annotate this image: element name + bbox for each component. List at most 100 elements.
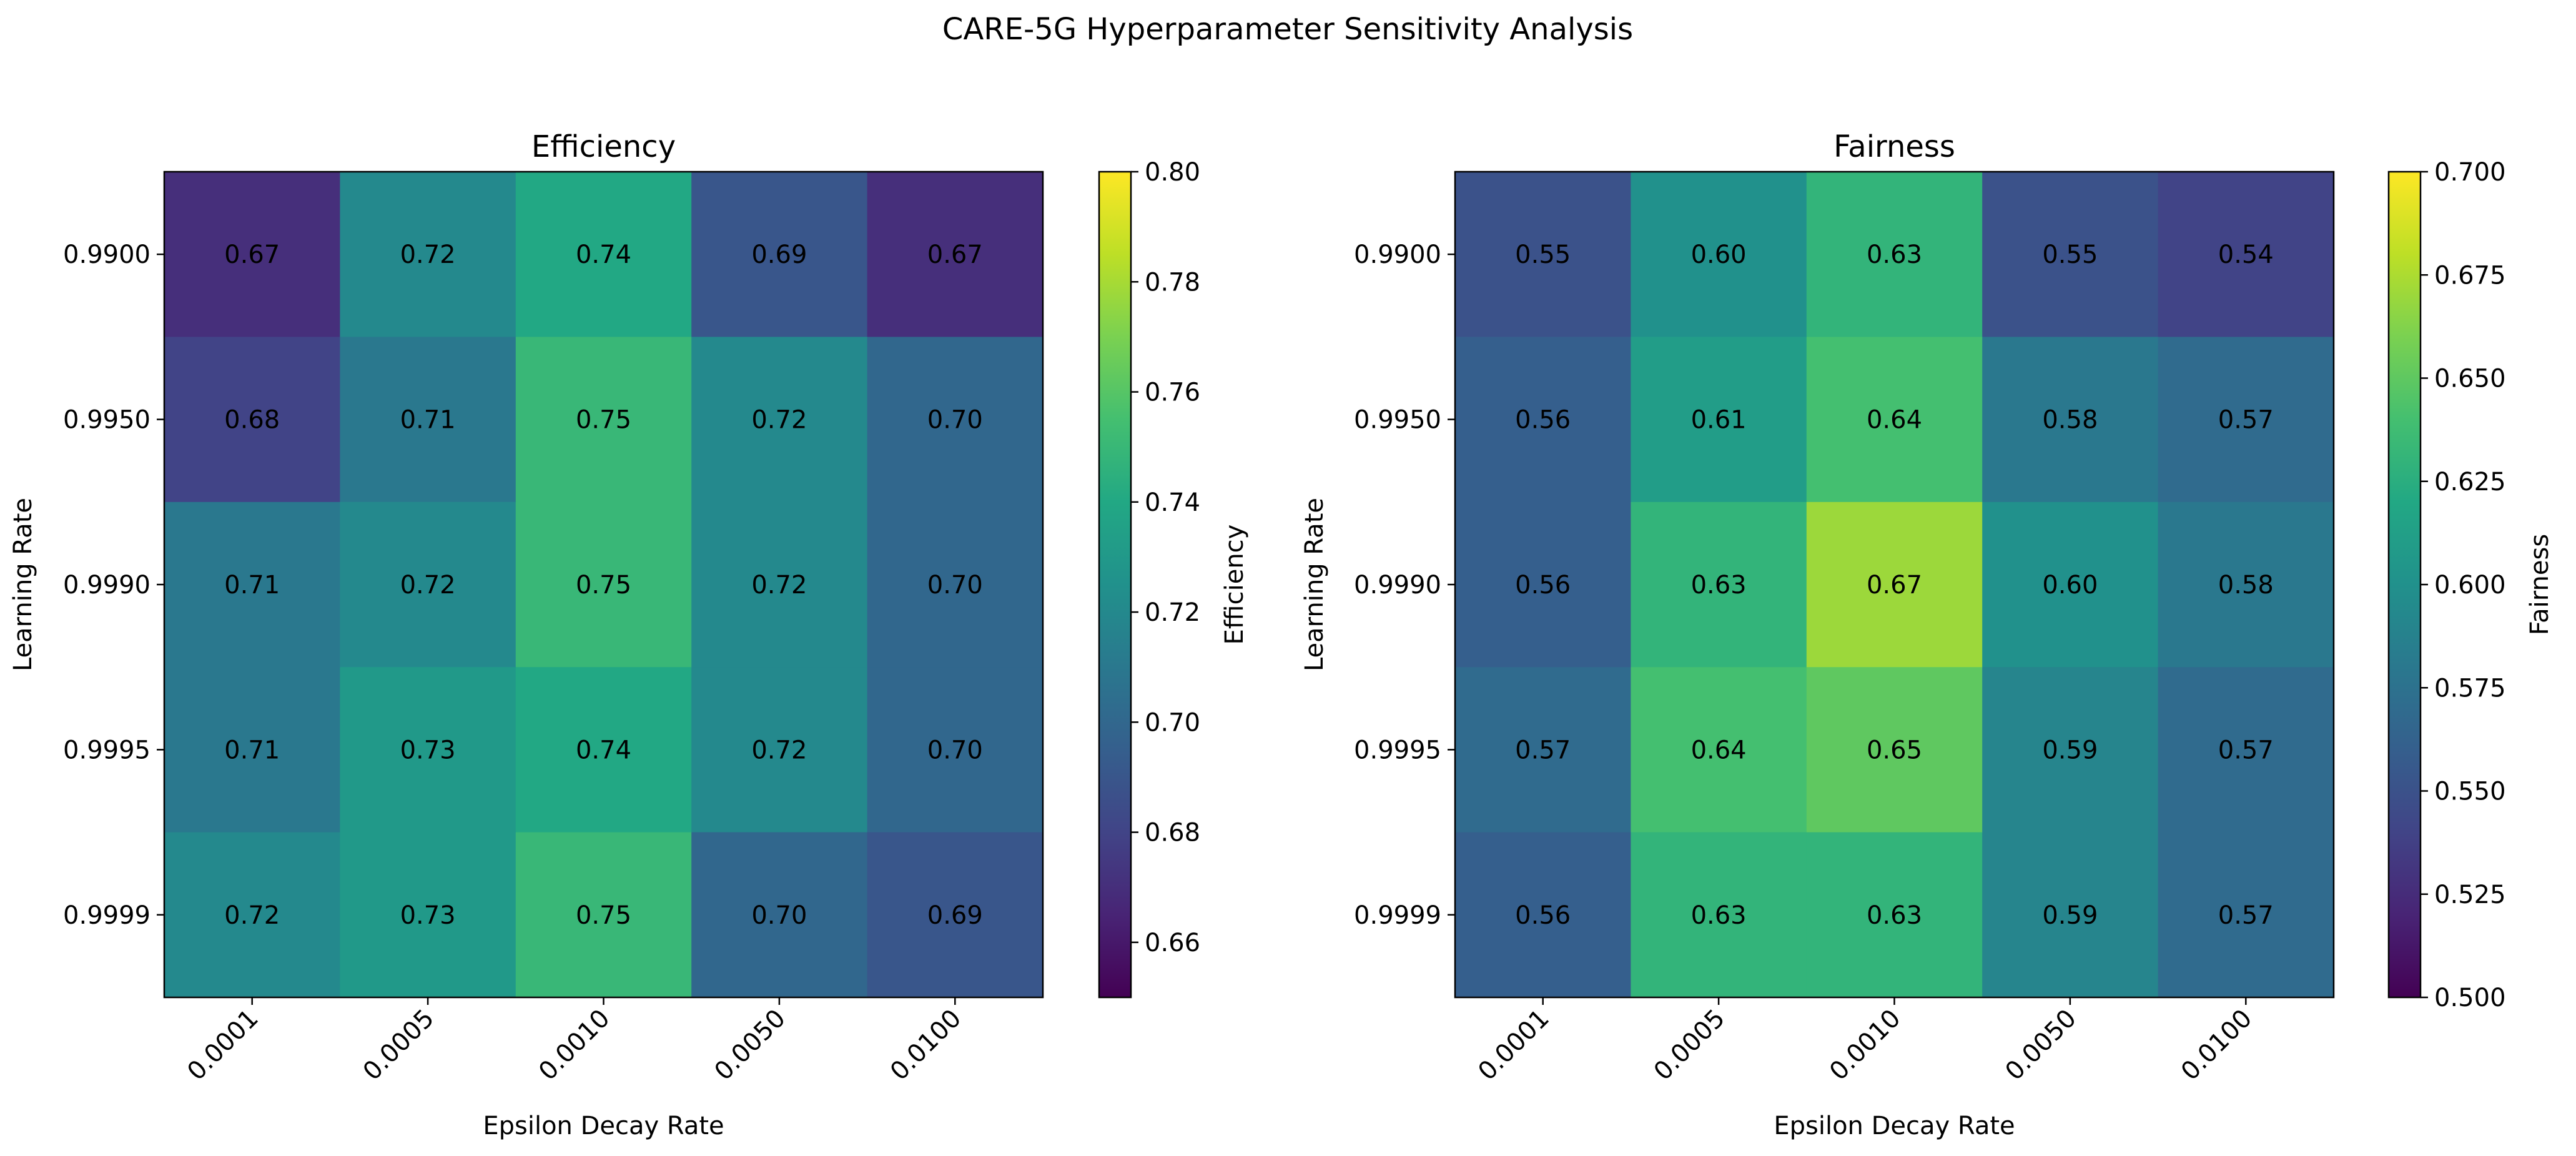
cell-value-label: 0.56 [1515, 406, 1571, 435]
heatmap-cell [691, 172, 868, 337]
cell-value-label: 0.75 [576, 406, 631, 435]
heatmap-cell [340, 501, 516, 668]
cell-value-label: 0.72 [751, 571, 807, 600]
heatmap-cell [164, 172, 340, 337]
heatmap-cell [1631, 501, 1807, 668]
cell-value-label: 0.68 [224, 406, 280, 435]
heatmap-cell [1631, 337, 1807, 503]
heatmap-cell [164, 667, 340, 833]
panel-title: Fairness [1833, 129, 1955, 164]
cell-value-label: 0.57 [2218, 406, 2274, 435]
cell-value-label: 0.59 [2042, 736, 2098, 764]
heatmap-cell [2158, 172, 2334, 337]
colorbar-tick-label: 0.80 [1145, 158, 1200, 187]
heatmap-cell [515, 832, 692, 998]
heatmap-panel-2 [1454, 170, 2335, 999]
x-tick-label: 0.0100 [2176, 1004, 2258, 1086]
heatmap-cell [515, 172, 692, 337]
y-tick-label: 0.9995 [1354, 736, 1441, 764]
cell-value-label: 0.69 [927, 901, 983, 930]
colorbar-tick-label: 0.675 [2434, 261, 2506, 290]
y-axis-label: Learning Rate [9, 498, 37, 671]
cell-value-label: 0.72 [751, 406, 807, 435]
heatmap-cell [1806, 337, 1983, 503]
cell-value-label: 0.60 [2042, 571, 2098, 600]
cell-value-label: 0.74 [576, 736, 631, 764]
colorbar-tick-label: 0.700 [2434, 158, 2506, 187]
cell-value-label: 0.64 [1691, 736, 1747, 764]
colorbar-tick-label: 0.625 [2434, 468, 2506, 496]
heatmap-cell [2158, 667, 2334, 833]
y-tick-label: 0.9995 [63, 736, 151, 764]
heatmap-cell [340, 337, 516, 503]
y-axis-label: Learning Rate [1300, 498, 1329, 671]
heatmap-cell [1455, 337, 1631, 503]
x-tick-label: 0.0050 [709, 1004, 791, 1086]
x-tick-label: 0.0050 [2000, 1004, 2081, 1086]
cell-value-label: 0.61 [1691, 406, 1747, 435]
x-tick-label: 0.0005 [1649, 1004, 1730, 1086]
heatmap-cell [340, 832, 516, 998]
heatmap-cell [691, 337, 868, 503]
heatmap-cell [1455, 501, 1631, 668]
heatmap-cell [1806, 667, 1983, 833]
colorbar-tick-label: 0.525 [2434, 881, 2506, 909]
heatmap-cell [340, 667, 516, 833]
colorbar-label: Efficiency [1220, 525, 1249, 645]
colorbar-tick-label: 0.76 [1145, 378, 1200, 407]
y-tick-label: 0.9950 [1354, 406, 1441, 435]
cell-value-label: 0.63 [1691, 571, 1747, 600]
y-tick-label: 0.9990 [1354, 571, 1441, 600]
heatmap-cell [1982, 172, 2159, 337]
heatmap-cell [515, 501, 692, 668]
cell-value-label: 0.57 [2218, 901, 2274, 930]
heatmap-cell [1455, 172, 1631, 337]
y-tick-label: 0.9999 [63, 901, 151, 930]
cell-value-label: 0.63 [1867, 901, 1922, 930]
cell-value-label: 0.71 [224, 571, 280, 600]
cell-value-label: 0.57 [2218, 736, 2274, 764]
x-tick-label: 0.0005 [358, 1004, 440, 1086]
cell-value-label: 0.75 [576, 901, 631, 930]
colorbar-tick-label: 0.600 [2434, 571, 2506, 600]
colorbar [2387, 170, 2422, 999]
heatmap-cell [691, 501, 868, 668]
colorbar-tick-label: 0.550 [2434, 778, 2506, 806]
cell-value-label: 0.71 [400, 406, 456, 435]
heatmap-cell [1982, 832, 2159, 998]
cell-value-label: 0.70 [927, 736, 983, 764]
x-tick-label: 0.0001 [1473, 1004, 1554, 1086]
y-tick-label: 0.9900 [1354, 240, 1441, 269]
cell-value-label: 0.70 [927, 571, 983, 600]
heatmap-cell [2158, 832, 2334, 998]
colorbar-tick-label: 0.78 [1145, 268, 1200, 297]
x-tick-label: 0.0010 [1824, 1004, 1906, 1086]
cell-value-label: 0.70 [927, 406, 983, 435]
cell-value-label: 0.71 [224, 736, 280, 764]
x-axis-label: Epsilon Decay Rate [1774, 1112, 2015, 1140]
heatmap-cell [1631, 667, 1807, 833]
heatmap-panel-1 [163, 170, 1044, 999]
colorbar-tick-label: 0.72 [1145, 598, 1200, 627]
colorbar-tick-label: 0.650 [2434, 365, 2506, 393]
colorbar-tick-label: 0.500 [2434, 984, 2506, 1012]
heatmap-cell [867, 337, 1044, 503]
panel-title: Efficiency [531, 129, 676, 164]
heatmap-cell [1982, 337, 2159, 503]
heatmap-cell [164, 832, 340, 998]
heatmap-cell [1631, 832, 1807, 998]
cell-value-label: 0.57 [1515, 736, 1571, 764]
x-axis-label: Epsilon Decay Rate [483, 1112, 724, 1140]
y-tick-label: 0.9950 [63, 406, 151, 435]
cell-value-label: 0.55 [1515, 240, 1571, 269]
cell-value-label: 0.59 [2042, 901, 2098, 930]
cell-value-label: 0.67 [927, 240, 983, 269]
heatmap-cell [867, 832, 1044, 998]
cell-value-label: 0.60 [1691, 240, 1747, 269]
cell-value-label: 0.69 [751, 240, 807, 269]
cell-value-label: 0.63 [1691, 901, 1747, 930]
heatmap-cell [691, 667, 868, 833]
x-tick-label: 0.0100 [885, 1004, 967, 1086]
heatmap-cell [164, 337, 340, 503]
